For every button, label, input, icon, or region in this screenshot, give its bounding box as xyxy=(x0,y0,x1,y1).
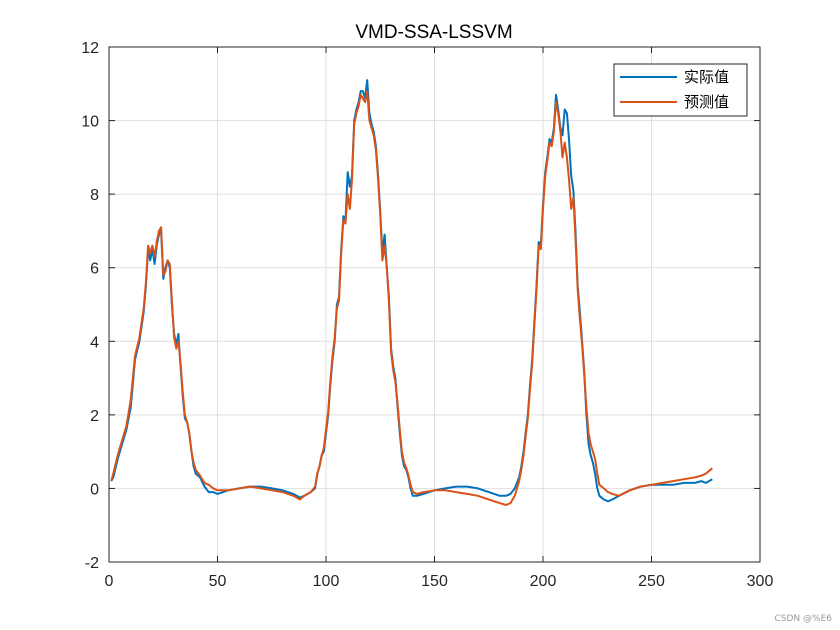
x-tick-label: 150 xyxy=(421,573,448,590)
y-tick-label: 12 xyxy=(81,40,99,57)
chart-title: VMD-SSA-LSSVM xyxy=(355,22,512,43)
x-tick-label: 100 xyxy=(313,573,340,590)
x-tick-label: 0 xyxy=(105,573,114,590)
y-tick-label: 8 xyxy=(90,187,99,204)
legend-box xyxy=(613,63,748,117)
legend: 实际值 预测值 xyxy=(613,63,748,117)
watermark: CSDN @%E6 xyxy=(774,614,833,624)
x-tick-label: 250 xyxy=(638,573,665,590)
y-tick-label: -2 xyxy=(85,555,99,572)
series-line-predicted xyxy=(110,90,713,506)
y-tick-label: 2 xyxy=(90,408,99,425)
y-tick-label: 6 xyxy=(90,261,99,278)
legend-label-actual: 实际值 xyxy=(684,68,729,86)
x-tick-label: 50 xyxy=(209,573,227,590)
x-tick-label: 200 xyxy=(530,573,557,590)
legend-label-predicted: 预测值 xyxy=(684,93,729,111)
y-tick-label: 4 xyxy=(90,334,99,351)
x-tick-label: 300 xyxy=(747,573,774,590)
y-tick-label: 0 xyxy=(90,481,99,498)
y-tick-label: 10 xyxy=(81,114,99,131)
series-lines xyxy=(110,79,713,506)
axis-ticks: 0 50 100 150 200 250 300 -2 0 2 4 6 8 10 12 xyxy=(81,40,773,590)
